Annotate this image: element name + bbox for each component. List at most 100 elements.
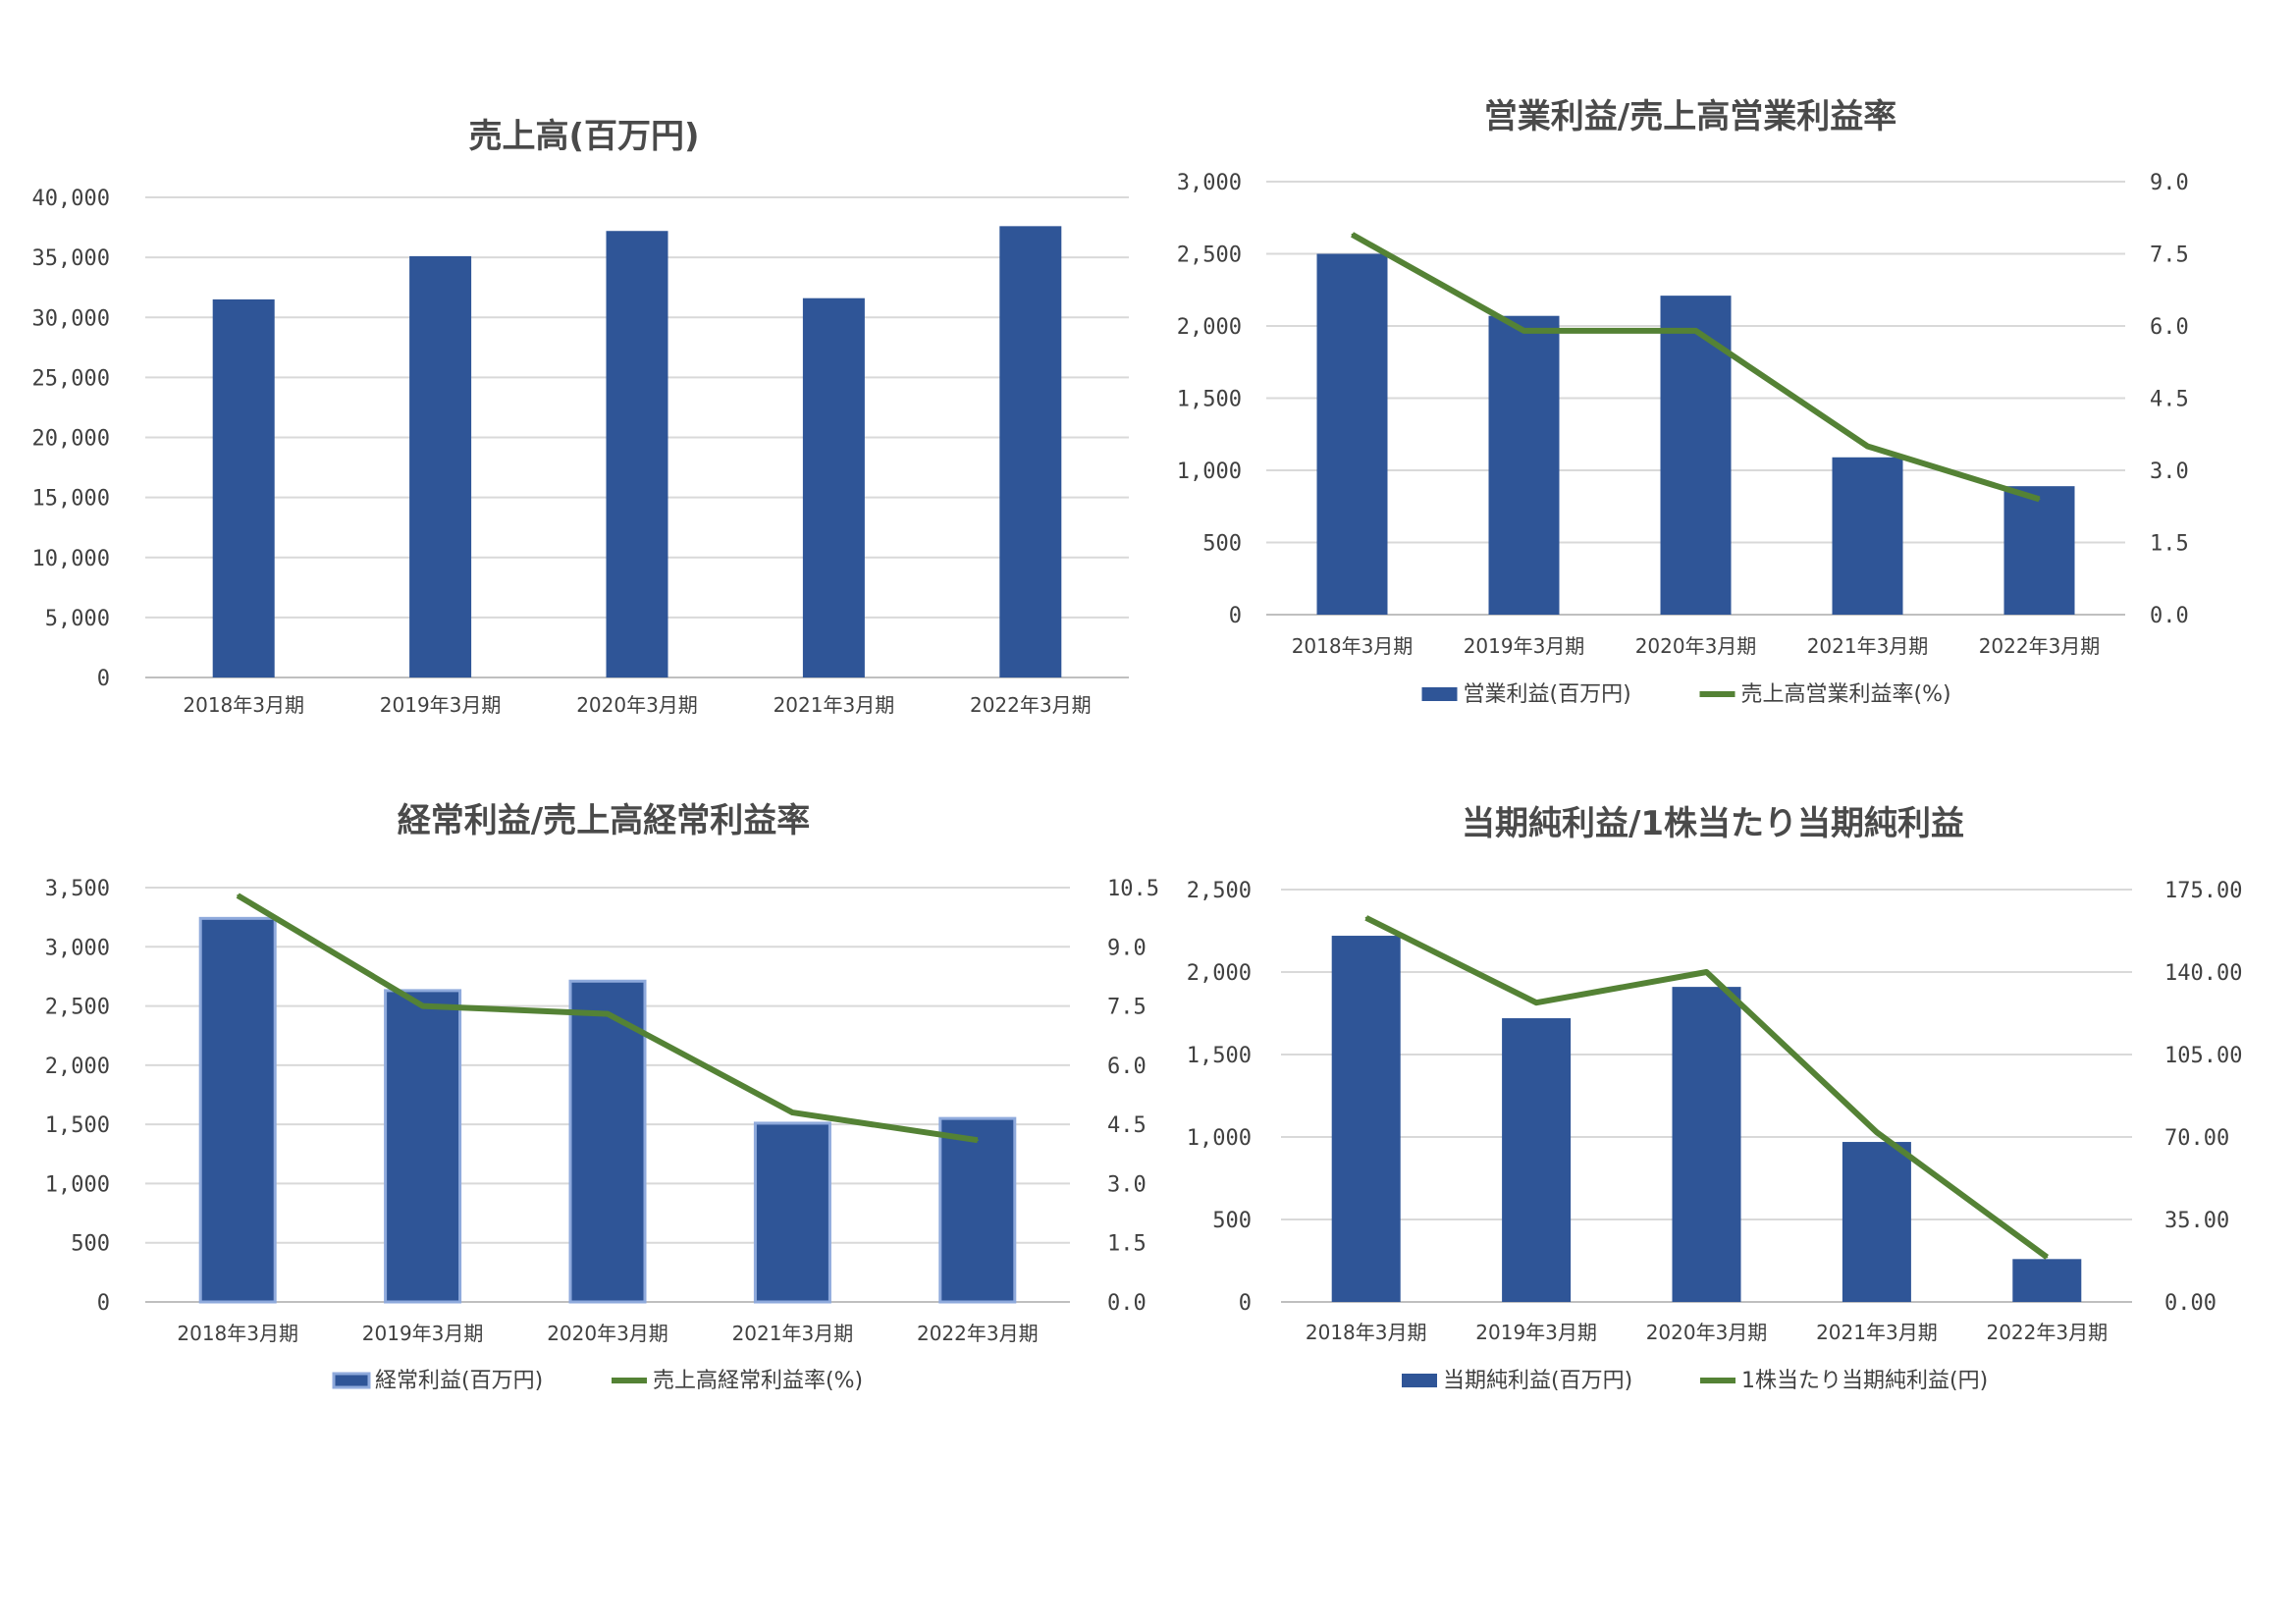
y2-tick-label: 6.0 [2150, 315, 2189, 340]
y2-tick-label: 1.5 [1107, 1232, 1147, 1257]
bar [384, 989, 462, 1304]
y-tick-label: 30,000 [32, 306, 110, 331]
x-category-label: 2022年3月期 [1979, 634, 2101, 658]
bar [1331, 936, 1401, 1302]
chart-3: 経常利益/売上高経常利益率 0 500 1,000 1,500 2,000 2,500 3,0… [45, 801, 1159, 1393]
y2-tick-label: 0.0 [2150, 604, 2189, 628]
line-point [1351, 233, 1354, 236]
y-tick-label: 3,500 [45, 877, 110, 901]
y-tick-label: 0 [97, 1291, 110, 1316]
line-point [1875, 1131, 1878, 1134]
legend-swatch-bar [1421, 687, 1458, 701]
y2-tick-label: 4.5 [1107, 1113, 1147, 1138]
bar [198, 916, 277, 1304]
bar [568, 979, 647, 1304]
x-category-label: 2018年3月期 [1292, 634, 1414, 658]
y2-tick-label: 6.0 [1107, 1055, 1147, 1079]
x-category-label: 2019年3月期 [1475, 1321, 1597, 1344]
bar [1316, 253, 1388, 615]
y2-tick-label: 35.00 [2164, 1209, 2229, 1233]
y-tick-label: 5,000 [45, 607, 110, 631]
y-tick-label: 3,000 [1177, 171, 1242, 195]
bar [1832, 457, 1903, 615]
bar [1660, 296, 1732, 615]
legend-label: 1株当たり当期純利益(円) [1741, 1369, 1988, 1393]
x-category-label: 2020年3月期 [576, 693, 698, 717]
y2-tick-label: 0.0 [1107, 1291, 1147, 1316]
y2-tick-label: 140.00 [2164, 961, 2242, 986]
legend-label: 当期純利益(百万円) [1443, 1369, 1632, 1393]
bar [212, 298, 275, 677]
y-tick-label: 2,000 [45, 1055, 110, 1079]
y2-tick-label: 7.5 [2150, 244, 2189, 268]
y-tick-label: 25,000 [32, 366, 110, 391]
y2-tick-label: 9.0 [2150, 171, 2189, 195]
x-category-label: 2021年3月期 [732, 1322, 854, 1345]
y2-tick-label: 70.00 [2164, 1126, 2229, 1151]
legend: 営業利益(百万円) 売上高営業利益率(%) [1421, 682, 1951, 707]
y2-tick-label: 3.0 [1107, 1172, 1147, 1197]
bar [753, 1121, 831, 1304]
y-tick-label: 1,000 [45, 1172, 110, 1197]
x-category-label: 2019年3月期 [362, 1322, 484, 1345]
y-tick-label: 3,000 [45, 936, 110, 960]
y-tick-label: 2,000 [1177, 315, 1242, 340]
x-category-label: 2020年3月期 [1646, 1321, 1768, 1344]
y-tick-label: 35,000 [32, 246, 110, 271]
y-tick-label: 1,500 [1187, 1044, 1252, 1068]
chart-title: 売上高(百万円) [468, 117, 699, 156]
y-tick-label: 1,000 [1187, 1126, 1252, 1151]
x-category-label: 2019年3月期 [1464, 634, 1585, 658]
line-point [976, 1139, 979, 1142]
y2-tick-label: 105.00 [2164, 1044, 2242, 1068]
y2-tick-label: 0.00 [2164, 1291, 2216, 1316]
bar [2012, 1259, 2082, 1302]
y-tick-label: 1,000 [1177, 460, 1242, 484]
y-tick-label: 15,000 [32, 487, 110, 512]
x-category-label: 2022年3月期 [970, 693, 1092, 717]
legend: 当期純利益(百万円) 1株当たり当期純利益(円) [1402, 1369, 1988, 1393]
y-tick-label: 1,500 [1177, 388, 1242, 412]
x-category-label: 2018年3月期 [183, 693, 304, 717]
y2-tick-label: 7.5 [1107, 996, 1147, 1020]
y-tick-label: 2,500 [45, 996, 110, 1020]
y-tick-label: 2,500 [1187, 879, 1252, 903]
chart-title: 営業利益/売上高営業利益率 [1484, 97, 1896, 136]
x-category-label: 2022年3月期 [917, 1322, 1039, 1345]
x-category-label: 2020年3月期 [1635, 634, 1757, 658]
bar [1842, 1142, 1911, 1302]
y-tick-label: 10,000 [32, 547, 110, 571]
chart-2: 営業利益/売上高営業利益率 0 500 1,000 1,500 2,000 2,500 3,0… [1177, 97, 2189, 707]
y2-tick-label: 10.5 [1107, 877, 1159, 901]
y-tick-label: 500 [71, 1232, 110, 1257]
legend-label: 経常利益(百万円) [375, 1369, 543, 1393]
line-point [1364, 916, 1367, 919]
y-tick-label: 2,500 [1177, 244, 1242, 268]
y-tick-label: 0 [97, 667, 110, 691]
y-tick-label: 0 [1239, 1291, 1252, 1316]
x-category-label: 2018年3月期 [177, 1322, 298, 1345]
x-category-label: 2022年3月期 [1986, 1321, 2108, 1344]
x-category-label: 2019年3月期 [380, 693, 502, 717]
legend-swatch-bar [1402, 1374, 1437, 1387]
line-point [791, 1111, 794, 1114]
line-point [1866, 445, 1869, 448]
bar [1488, 315, 1560, 615]
line-point [2038, 498, 2041, 501]
chart-title: 経常利益/売上高経常利益率 [398, 801, 810, 840]
line-point [1705, 971, 1708, 973]
bar [1502, 1018, 1572, 1302]
line-point [1522, 329, 1525, 332]
line-point [421, 1004, 424, 1007]
y2-tick-label: 175.00 [2164, 879, 2242, 903]
bar [409, 255, 472, 677]
x-category-label: 2021年3月期 [774, 693, 895, 717]
x-category-label: 2020年3月期 [547, 1322, 668, 1345]
y2-tick-label: 4.5 [2150, 388, 2189, 412]
x-category-label: 2021年3月期 [1816, 1321, 1938, 1344]
y-tick-label: 40,000 [32, 187, 110, 211]
legend: 経常利益(百万円) 売上高経常利益率(%) [332, 1369, 863, 1393]
y-tick-label: 1,500 [45, 1113, 110, 1138]
chart-4: 当期純利益/1株当たり当期純利益 0 500 1,000 1,500 2,000 2,500… [1187, 804, 2243, 1393]
